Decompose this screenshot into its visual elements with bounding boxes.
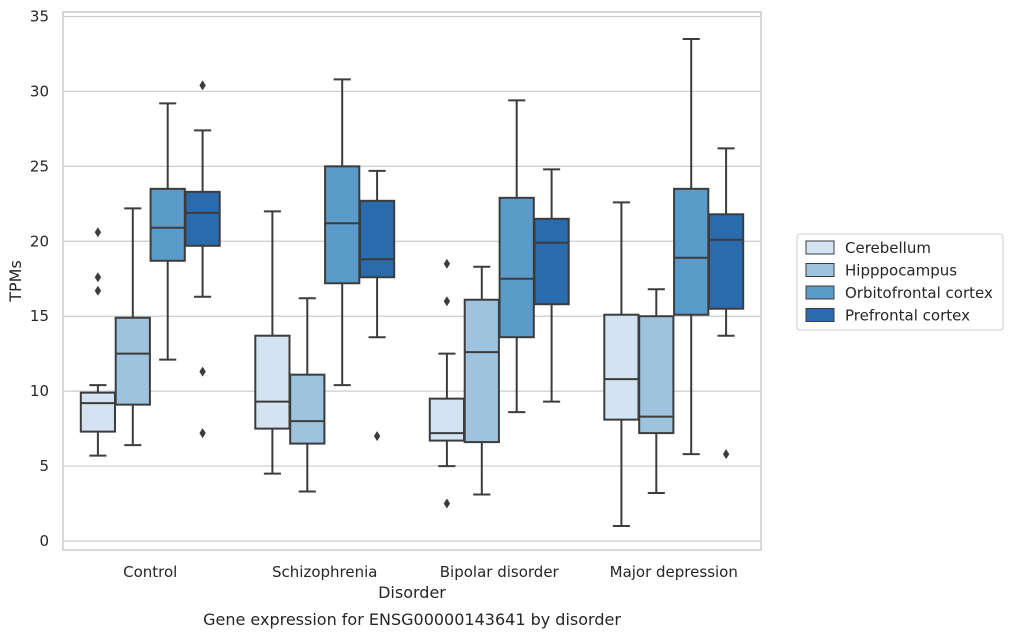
legend-swatch-0 [805, 240, 835, 255]
box-1-3 [638, 288, 675, 495]
legend-label-3: Prefrontal cortex [845, 307, 970, 325]
x-tick-label-0: Control [123, 563, 177, 581]
box-3-3 [707, 147, 745, 460]
legend-swatch-3 [805, 308, 835, 322]
x-tick-label-2: Bipolar disorder [440, 563, 560, 581]
y-tick-label-0: 0 [39, 532, 49, 550]
box-iqr [428, 397, 466, 442]
box-iqr [673, 187, 710, 316]
box-1-0 [114, 207, 151, 447]
legend-swatch-1 [805, 263, 835, 277]
outlier-point [373, 431, 381, 442]
box-iqr [463, 298, 500, 444]
y-axis-label: TPMs [6, 260, 25, 303]
legend-entries: Cerebellum Hipppocampus Orbitofrontal cort… [805, 239, 993, 325]
legend-label-1: Hipppocampus [845, 262, 957, 280]
legend-swatch-2 [805, 285, 835, 300]
y-tick-label-25: 25 [30, 157, 49, 175]
chart-caption: Gene expression for ENSG00000143641 by d… [203, 610, 621, 629]
box-0-0 [79, 227, 117, 457]
box-2-3 [673, 37, 710, 456]
outlier-point [443, 498, 451, 509]
legend-label-2: Orbitofrontal cortex [845, 284, 993, 302]
box-1-1 [289, 297, 326, 493]
y-tick-label-15: 15 [30, 307, 49, 325]
box-iqr [79, 391, 117, 433]
outlier-point [722, 449, 730, 460]
box-0-3 [603, 201, 640, 528]
legend: Cerebellum Hipppocampus Orbitofrontal cort… [796, 233, 1004, 331]
box-3-1 [358, 169, 396, 442]
x-tick-label-3: Major depression [610, 563, 738, 581]
x-axis-label: Disorder [378, 583, 446, 602]
outlier-point [199, 366, 206, 377]
x-tick-labels: Control Schizophrenia Bipolar disorder Majo… [123, 563, 738, 581]
y-tick-labels: 0 5 10 15 20 25 30 35 [30, 7, 49, 550]
box-1-2 [463, 265, 500, 496]
y-tick-label-5: 5 [39, 457, 49, 475]
outlier-point [94, 285, 102, 296]
box-iqr [324, 165, 361, 285]
box-iqr [358, 199, 396, 279]
box-iqr [603, 313, 640, 421]
box-iqr [498, 196, 535, 339]
box-iqr [289, 373, 326, 445]
legend-frame [796, 233, 1004, 331]
legend-label-0: Cerebellum [845, 239, 931, 257]
outlier-point [443, 258, 451, 269]
outlier-point [199, 80, 206, 91]
y-tick-label-20: 20 [30, 232, 49, 250]
box-3-0 [184, 80, 221, 439]
box-iqr [638, 315, 675, 435]
box-iqr [254, 334, 291, 430]
y-tick-label-10: 10 [30, 382, 49, 400]
outlier-point [443, 296, 451, 307]
box-3-2 [533, 168, 570, 403]
outlier-point [199, 428, 206, 439]
outlier-point [94, 272, 102, 283]
y-tick-label-30: 30 [30, 82, 49, 100]
x-tick-label-1: Schizophrenia [272, 563, 377, 581]
box-2-0 [149, 102, 186, 361]
y-tick-label-35: 35 [30, 7, 49, 25]
box-0-1 [254, 210, 291, 475]
box-iqr [149, 187, 186, 262]
box-iqr [707, 213, 745, 310]
box-0-2 [428, 258, 466, 509]
outlier-point [94, 227, 102, 238]
box-iqr [114, 316, 151, 406]
plot-background [63, 12, 761, 550]
box-iqr [184, 190, 221, 247]
box-groups [79, 37, 745, 528]
plot-frame [62, 11, 762, 551]
box-iqr [533, 217, 570, 306]
gridlines [63, 15, 761, 542]
